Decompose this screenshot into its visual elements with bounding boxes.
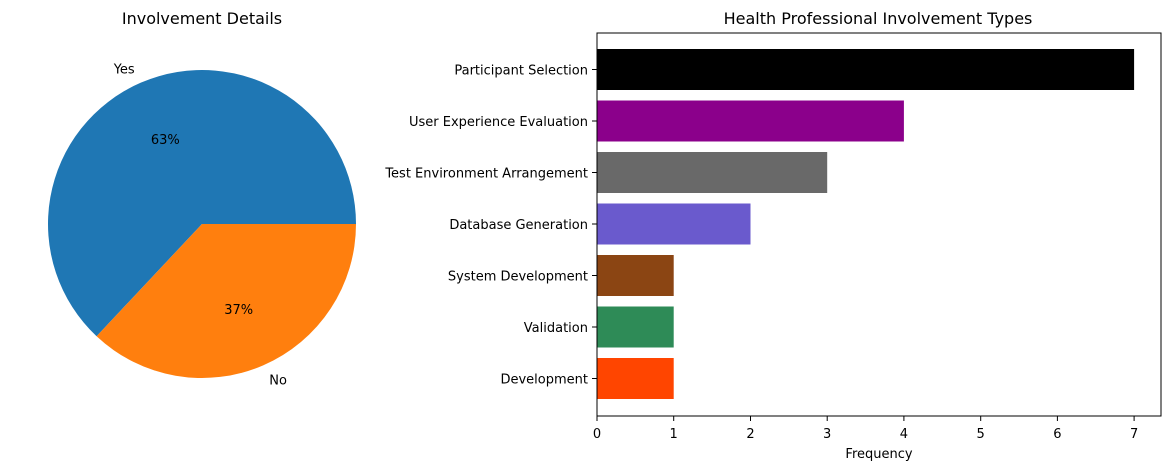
x-tick-label: 6 [1053, 427, 1061, 442]
bar-chart: Health Professional Involvement Types Pa… [384, 9, 1162, 462]
pie-label-no: No [269, 374, 287, 389]
bar-validation [597, 306, 674, 348]
bar-development [597, 358, 674, 399]
bar-user-experience-evaluation [597, 100, 904, 142]
x-tick-label: 3 [823, 427, 831, 442]
plot-frame [596, 32, 1162, 417]
category-label-participant-selection: Participant Selection [454, 64, 588, 79]
bars [597, 49, 1135, 399]
pie-labels: Yes 63% No 37% [113, 63, 287, 389]
bar-title: Health Professional Involvement Types [724, 9, 1033, 28]
x-tick-label: 2 [746, 427, 754, 442]
pie-label-yes: Yes [113, 63, 135, 78]
category-label-development: Development [500, 373, 588, 388]
bar-test-environment-arrangement [597, 152, 828, 193]
bar-participant-selection [597, 49, 1135, 90]
x-tick-label: 4 [900, 427, 908, 442]
x-axis-label: Frequency [845, 447, 912, 462]
category-label-database-generation: Database Generation [449, 218, 588, 233]
x-tick-label: 5 [977, 427, 985, 442]
pie-pct-no: 37% [224, 303, 253, 318]
bar-system-development [597, 255, 674, 296]
pie-title: Involvement Details [122, 9, 282, 28]
category-label-system-development: System Development [448, 270, 588, 285]
category-label-user-experience-evaluation: User Experience Evaluation [409, 115, 588, 130]
pie-slice-no [96, 224, 356, 378]
category-label-validation: Validation [524, 321, 588, 336]
x-axis-ticks: 0 1 2 3 4 5 6 7 [593, 416, 1138, 442]
x-tick-label: 1 [670, 427, 678, 442]
category-labels: Participant Selection User Experience Eva… [384, 64, 597, 388]
x-tick-label: 0 [593, 427, 601, 442]
x-tick-label: 7 [1130, 427, 1138, 442]
pie-pct-yes: 63% [151, 133, 180, 148]
bar-database-generation [597, 203, 751, 245]
pie-slices [48, 69, 356, 378]
pie-slice-yes [48, 69, 356, 337]
category-label-test-environment-arrangement: Test Environment Arrangement [384, 167, 588, 182]
pie-chart: Involvement Details Yes 63% No 37% [48, 9, 356, 389]
